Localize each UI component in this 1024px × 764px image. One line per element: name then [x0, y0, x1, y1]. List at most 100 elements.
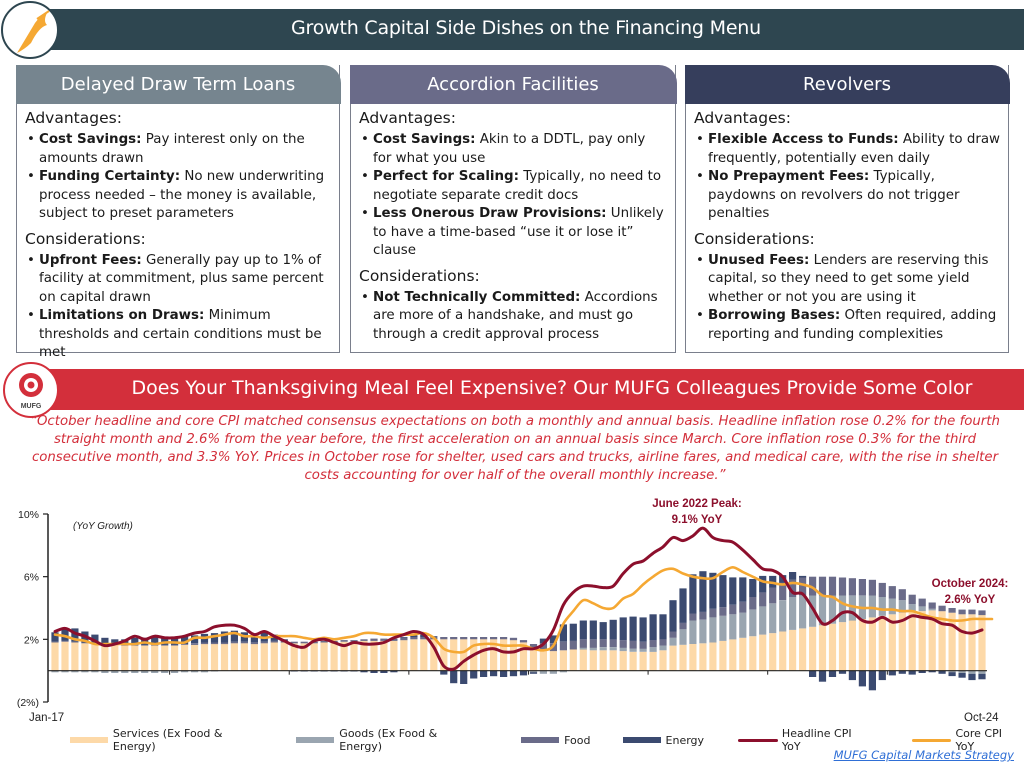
bar-segment — [848, 670, 856, 681]
bar-segment — [948, 672, 956, 677]
bar-segment — [589, 639, 597, 648]
bar-segment — [330, 642, 338, 671]
bar-segment — [141, 670, 149, 673]
bullet-label: Borrowing Bases: — [708, 308, 841, 323]
bar-segment — [350, 641, 358, 671]
bar-segment — [599, 650, 607, 671]
bullet-item: Cost Savings: Akin to a DDTL, pay only f… — [359, 131, 667, 168]
bar-segment — [719, 575, 727, 608]
bar-segment — [420, 637, 428, 640]
bar-segment — [141, 645, 149, 671]
bar-segment — [420, 639, 428, 671]
bar-segment — [480, 637, 488, 640]
bar-segment — [629, 648, 637, 652]
bullet-text: Accordions are more of a handshake, and … — [373, 289, 658, 342]
bar-segment — [828, 623, 837, 671]
bar-segment — [71, 628, 79, 642]
advantages-heading: Advantages: — [694, 109, 791, 127]
bar-segment — [240, 641, 248, 644]
bar-segment — [480, 670, 488, 677]
bar-segment — [300, 641, 308, 644]
bullet-text: Akin to a DDTL, pay only for what you us… — [373, 132, 646, 166]
bar-segment — [868, 595, 876, 618]
bar-segment — [659, 639, 667, 646]
bar-segment — [51, 642, 59, 671]
bar-segment — [539, 643, 547, 651]
bar-segment — [171, 644, 179, 646]
bar-segment — [958, 609, 966, 615]
bullet-text: Unlikely to have a time-based “use it or… — [373, 206, 664, 258]
bar-segment — [111, 670, 119, 673]
cpi-quote: “October headline and core CPI matched c… — [30, 414, 1000, 483]
bar-segment — [848, 595, 856, 621]
bar-segment — [599, 647, 607, 651]
bar-segment — [370, 670, 378, 673]
bar-segment — [898, 612, 906, 671]
bar-segment — [799, 575, 807, 578]
source-link[interactable]: MUFG Capital Markets Strategy — [833, 748, 1014, 762]
bullet-text: Typically, paydowns on revolvers do not … — [708, 169, 960, 221]
bullet-label: No Prepayment Fees: — [708, 169, 870, 184]
legend-bar-swatch — [296, 737, 335, 743]
bar-segment — [569, 640, 577, 650]
bar-segment — [270, 642, 278, 671]
bar-segment — [918, 670, 926, 673]
bar-segment — [739, 612, 747, 638]
bar-segment — [739, 637, 747, 671]
bar-segment — [669, 631, 677, 638]
bar-segment — [699, 619, 707, 644]
bar-segment — [121, 670, 129, 673]
bar-segment — [450, 639, 458, 671]
bar-segment — [918, 598, 926, 607]
bar-segment — [559, 650, 567, 671]
bar-segment — [878, 597, 886, 616]
legend-item: Core CPI YoY — [911, 727, 1024, 753]
legend-item: Services (Ex Food & Energy) — [70, 727, 268, 753]
bar-segment — [410, 637, 418, 640]
bar-segment — [370, 640, 378, 671]
bullet-item: Not Technically Committed: Accordions ar… — [359, 289, 667, 345]
bullet-item: Flexible Access to Funds: Ability to dra… — [694, 131, 1000, 168]
bar-segment — [181, 644, 189, 671]
bar-segment — [739, 601, 747, 613]
company-logo — [1, 1, 59, 59]
bar-segment — [619, 651, 627, 671]
x-end-label: Oct-24 — [964, 712, 999, 724]
bar-segment — [549, 635, 557, 644]
bar-segment — [818, 625, 827, 671]
bar-segment — [370, 638, 378, 641]
legend-item: Food — [521, 734, 591, 747]
bar-segment — [908, 604, 916, 612]
bar-segment — [380, 670, 388, 673]
bar-segment — [579, 620, 587, 640]
bar-segment — [360, 670, 368, 673]
mufg-logo: MUFG — [3, 362, 59, 418]
bar-segment — [250, 634, 258, 643]
bar-segment — [509, 637, 518, 641]
bar-segment — [131, 637, 139, 645]
considerations-heading: Considerations: — [25, 229, 146, 248]
bar-segment — [380, 638, 388, 641]
bullet-text: No new underwriting process needed – the… — [39, 169, 325, 221]
bar-segment — [569, 623, 577, 641]
bar-segment — [460, 670, 468, 684]
bullet-item: Funding Certainty: No new underwriting p… — [25, 168, 331, 224]
bar-segment — [619, 648, 627, 652]
advantages-list: Flexible Access to Funds: Ability to dra… — [694, 131, 1000, 224]
lines-layer — [53, 526, 994, 671]
bar-segment — [470, 637, 478, 640]
bar-segment — [320, 642, 328, 671]
bar-segment — [948, 670, 956, 673]
bar-segment — [809, 670, 817, 677]
bar-segment — [868, 579, 876, 596]
bar-segment — [799, 595, 807, 629]
bar-segment — [460, 639, 468, 671]
bar-segment — [81, 670, 89, 673]
bar-segment — [888, 586, 896, 599]
bar-segment — [609, 619, 617, 640]
bar-segment — [759, 575, 767, 593]
bar-segment — [938, 605, 946, 612]
bar-segment — [709, 572, 717, 609]
legend-bar-swatch — [521, 737, 560, 743]
bar-segment — [679, 588, 687, 623]
